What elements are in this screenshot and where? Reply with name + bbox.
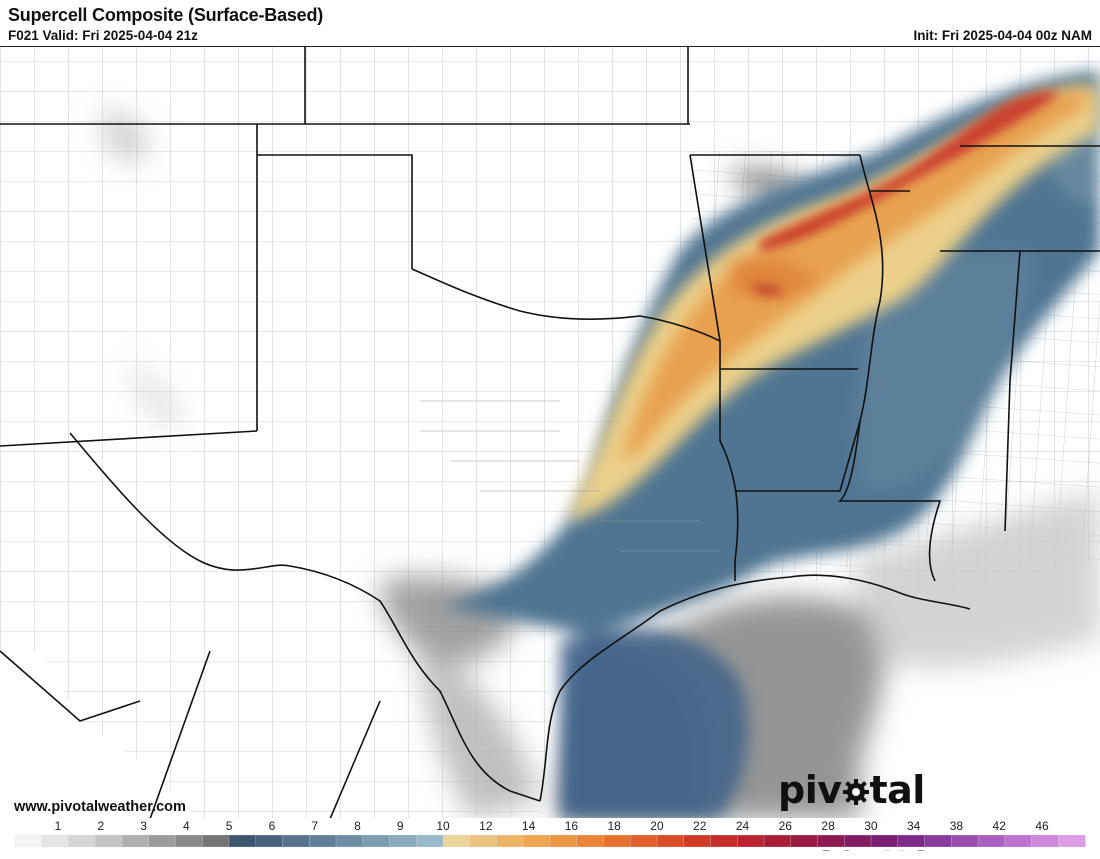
red-field <box>750 91 1060 297</box>
website-url[interactable]: www.pivotalweather.com <box>14 799 186 815</box>
legend-swatch <box>656 834 685 848</box>
legend-tick-label: 16 <box>565 819 579 833</box>
init-time: Init: Fri 2025-04-04 00z NAM <box>913 28 1092 43</box>
legend-swatch <box>389 834 417 848</box>
legend-tick-label: 3 <box>140 819 147 833</box>
legend-swatch <box>1031 834 1059 848</box>
legend-swatch <box>977 834 1006 848</box>
legend-swatch <box>897 834 926 848</box>
color-legend: 1 2 3 4 5 6 7 8 9 10 12 14 16 18 20 22 24 26 28 30 34 38 42 46 <box>0 818 1100 850</box>
legend-swatch <box>148 834 177 848</box>
legend-swatch <box>870 834 899 848</box>
legend-swatch <box>817 834 845 848</box>
map-svg <box>0 47 1100 819</box>
mexico-area <box>0 651 200 819</box>
tan-field <box>570 84 1100 521</box>
legend-swatch <box>255 834 284 848</box>
legend-tick-label: 46 <box>1035 819 1049 833</box>
legend-swatch <box>95 834 123 848</box>
legend-tick-label: 5 <box>226 819 233 833</box>
legend-tick-label: 20 <box>650 819 664 833</box>
legend-swatch <box>790 834 819 848</box>
legend-swatch <box>1004 834 1033 848</box>
legend-tick-label: 2 <box>97 819 104 833</box>
legend-tick-label: 7 <box>311 819 318 833</box>
legend-swatch <box>362 834 391 848</box>
legend-tick-label: 18 <box>607 819 621 833</box>
map-title: Supercell Composite (Surface-Based) <box>8 5 324 25</box>
legend-svg: 1 2 3 4 5 6 7 8 9 10 12 14 16 18 20 22 24 26 28 30 34 38 42 46 <box>14 819 1086 848</box>
valid-time: F021 Valid: Fri 2025-04-04 21z <box>8 28 198 43</box>
legend-swatch <box>14 834 43 848</box>
legend-swatch <box>335 834 364 848</box>
weather-map[interactable] <box>0 46 1100 819</box>
legend-swatch <box>523 834 551 848</box>
legend-swatch <box>576 834 605 848</box>
legend-swatch <box>737 834 765 848</box>
legend-swatch <box>68 834 96 848</box>
legend-swatch <box>603 834 631 848</box>
legend-swatch <box>683 834 712 848</box>
legend-swatch <box>442 834 471 848</box>
legend-tick-label: 10 <box>436 819 450 833</box>
legend-swatch <box>41 834 70 848</box>
legend-swatch <box>469 834 498 848</box>
brand-text-left: piv <box>778 768 842 812</box>
county-borders <box>420 400 720 552</box>
legend-swatch <box>496 834 524 848</box>
legend-swatch <box>710 834 738 848</box>
legend-swatch <box>549 834 578 848</box>
legend-swatch <box>309 834 337 848</box>
legend-tick-label: 8 <box>354 819 361 833</box>
legend-swatch <box>924 834 952 848</box>
legend-swatch <box>202 834 230 848</box>
legend-tick-label: 42 <box>993 819 1007 833</box>
legend-tick-label: 1 <box>55 819 62 833</box>
legend-tick-label: 30 <box>864 819 878 833</box>
header: Supercell Composite (Surface-Based) F021… <box>0 0 1100 46</box>
legend-tick-label: 28 <box>821 819 835 833</box>
legend-tick-label: 34 <box>907 819 921 833</box>
legend-tick-label: 4 <box>183 819 190 833</box>
legend-swatch <box>416 834 444 848</box>
legend-swatch <box>951 834 979 848</box>
gear-icon <box>842 771 870 815</box>
legend-tick-label: 38 <box>950 819 964 833</box>
state-borders <box>0 47 1100 819</box>
legend-tick-label: 24 <box>736 819 750 833</box>
legend-tick-label: 6 <box>269 819 276 833</box>
legend-swatch <box>630 834 658 848</box>
legend-swatch <box>844 834 872 848</box>
legend-tick-label: 26 <box>779 819 793 833</box>
legend-tick-label: 9 <box>397 819 404 833</box>
legend-swatch <box>763 834 792 848</box>
legend-tick-label: 12 <box>479 819 493 833</box>
legend-swatch <box>175 834 203 848</box>
legend-swatch <box>282 834 310 848</box>
legend-tick-label: 22 <box>693 819 707 833</box>
legend-swatch <box>1058 834 1086 848</box>
legend-swatch <box>228 834 257 848</box>
legend-swatch <box>121 834 150 848</box>
legend-tick-label: 14 <box>522 819 536 833</box>
